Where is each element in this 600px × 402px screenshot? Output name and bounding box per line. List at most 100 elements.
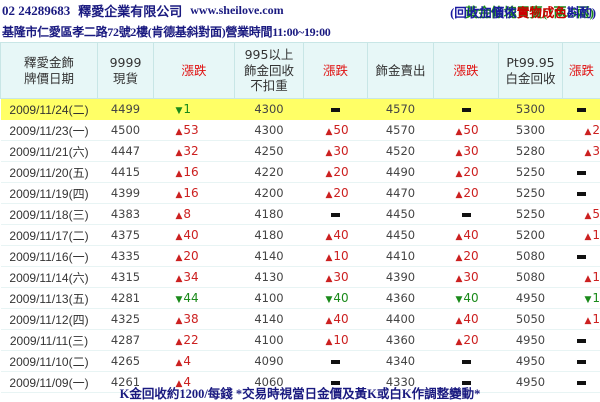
up-arrow-icon: ▲ [175,190,183,200]
change-cell: ▲40 [433,308,499,330]
no-change-icon [577,191,586,196]
table-row: 2009/11/17(二) 4375 ▲40 4180 ▲40 4450 ▲40 5200 ▲1… [0,224,600,246]
change-cell: ▲120 [562,224,600,246]
price-cell: 4399 [97,182,154,204]
up-arrow-icon: ▲ [175,211,183,221]
header-change: 漲跌 [562,42,600,99]
change-value: 30 [333,270,349,284]
up-arrow-icon: ▲ [325,253,333,263]
price-cell: 4281 [97,287,154,309]
change-value: 30 [592,144,600,158]
up-arrow-icon: ▲ [325,127,333,137]
change-value: 16 [183,165,199,179]
change-cell: ▼1 [153,98,235,120]
table-row: 2009/11/13(五) 4281 ▼44 4100 ▼40 4360 ▼40 4950 ▼1… [0,287,600,309]
up-arrow-icon: ▲ [175,169,183,179]
price-cell: 4950 [498,329,563,351]
up-arrow-icon: ▲ [584,316,592,326]
change-cell: ▲32 [153,140,235,162]
no-change-icon [331,107,340,112]
change-cell: ▲4 [153,371,235,393]
change-value: 50 [592,207,600,221]
change-cell [562,371,600,393]
up-arrow-icon: ▲ [175,379,183,389]
price-cell: 4570 [367,98,434,120]
date-cell: 2009/11/13(五) [0,287,98,309]
price-cell: 4520 [367,140,434,162]
change-cell: ▲20 [303,161,368,183]
price-cell: 4470 [367,182,434,204]
header-change: 漲跌 [153,42,235,99]
up-arrow-icon: ▲ [584,211,592,221]
date-cell: 2009/11/17(二) [0,224,98,246]
change-value: 16 [183,186,199,200]
change-value: 20 [333,165,349,179]
change-value: 10 [333,249,349,263]
header-platinum: Pt99.95 白金回收 [498,42,563,99]
price-cell: 4360 [367,287,434,309]
up-arrow-icon: ▲ [584,232,592,242]
price-cell: 5280 [498,140,563,162]
change-value: 20 [592,123,600,137]
up-arrow-icon: ▲ [325,274,333,284]
up-arrow-icon: ▲ [175,232,183,242]
header-sell: 飾金賣出 [367,42,434,99]
top-header: 02 24289683 釋愛企業有限公司 www.sheilove.com [0,0,600,21]
change-value: 30 [463,270,479,284]
no-change-icon [331,359,340,364]
up-arrow-icon: ▲ [325,190,333,200]
change-cell [433,371,499,393]
header-change: 漲跌 [433,42,499,99]
change-cell: ▲20 [303,182,368,204]
change-value: 40 [333,291,349,305]
price-cell: 4335 [97,245,154,267]
change-value: 100 [592,312,600,326]
up-arrow-icon: ▲ [325,148,333,158]
down-arrow-icon: ▼ [175,295,183,305]
no-change-icon [577,107,586,112]
up-arrow-icon: ▲ [325,169,333,179]
up-arrow-icon: ▲ [584,274,592,284]
date-cell: 2009/11/11(三) [0,329,98,351]
date-cell: 2009/11/19(四) [0,182,98,204]
down-arrow-icon: ▼ [175,106,183,116]
price-cell: 4415 [97,161,154,183]
price-table-header: 釋愛金飾 牌價日期 9999 現貨 漲跌 995以上 飾金回收 不扣重 漲跌 飾金賣出 漲跌… [0,42,600,99]
table-row: 2009/11/20(五) 4415 ▲16 4220 ▲20 4490 ▲20 5250 [0,161,600,183]
down-arrow-icon: ▼ [584,295,592,305]
price-cell: 4140 [234,308,304,330]
change-cell [562,245,600,267]
price-cell: 4100 [234,287,304,309]
change-cell: ▲38 [153,308,235,330]
change-cell: ▲100 [562,308,600,330]
price-cell: 4450 [367,224,434,246]
website-link[interactable]: www.sheilove.com [190,3,284,17]
change-cell [303,371,368,393]
change-cell [562,329,600,351]
price-cell: 4360 [367,329,434,351]
price-cell: 4250 [234,140,304,162]
up-arrow-icon: ▲ [455,337,463,347]
change-cell: ▼100 [562,287,600,309]
up-arrow-icon: ▲ [455,148,463,158]
no-change-icon [331,212,340,217]
down-arrow-icon: ▼ [455,295,463,305]
price-cell: 4340 [367,350,434,372]
change-cell: ▲30 [433,266,499,288]
table-row: 2009/11/21(六) 4447 ▲32 4250 ▲30 4520 ▲30 5280 ▲3… [0,140,600,162]
change-cell: ▼44 [153,287,235,309]
up-arrow-icon: ▲ [175,274,183,284]
change-cell: ▲22 [153,329,235,351]
change-cell: ▲30 [303,266,368,288]
change-cell [303,203,368,225]
price-cell: 4950 [498,287,563,309]
price-cell: 4950 [498,371,563,393]
price-cell: 4180 [234,224,304,246]
change-value: 1 [183,102,192,116]
up-arrow-icon: ▲ [325,316,333,326]
up-arrow-icon: ▲ [455,316,463,326]
price-table: 釋愛金飾 牌價日期 9999 現貨 漲跌 995以上 飾金回收 不扣重 漲跌 飾金賣出 漲跌… [0,42,600,393]
up-arrow-icon: ▲ [175,127,183,137]
change-value: 40 [463,228,479,242]
table-row: 2009/11/23(一) 4500 ▲53 4300 ▲50 4570 ▲50 5300 ▲2… [0,119,600,141]
